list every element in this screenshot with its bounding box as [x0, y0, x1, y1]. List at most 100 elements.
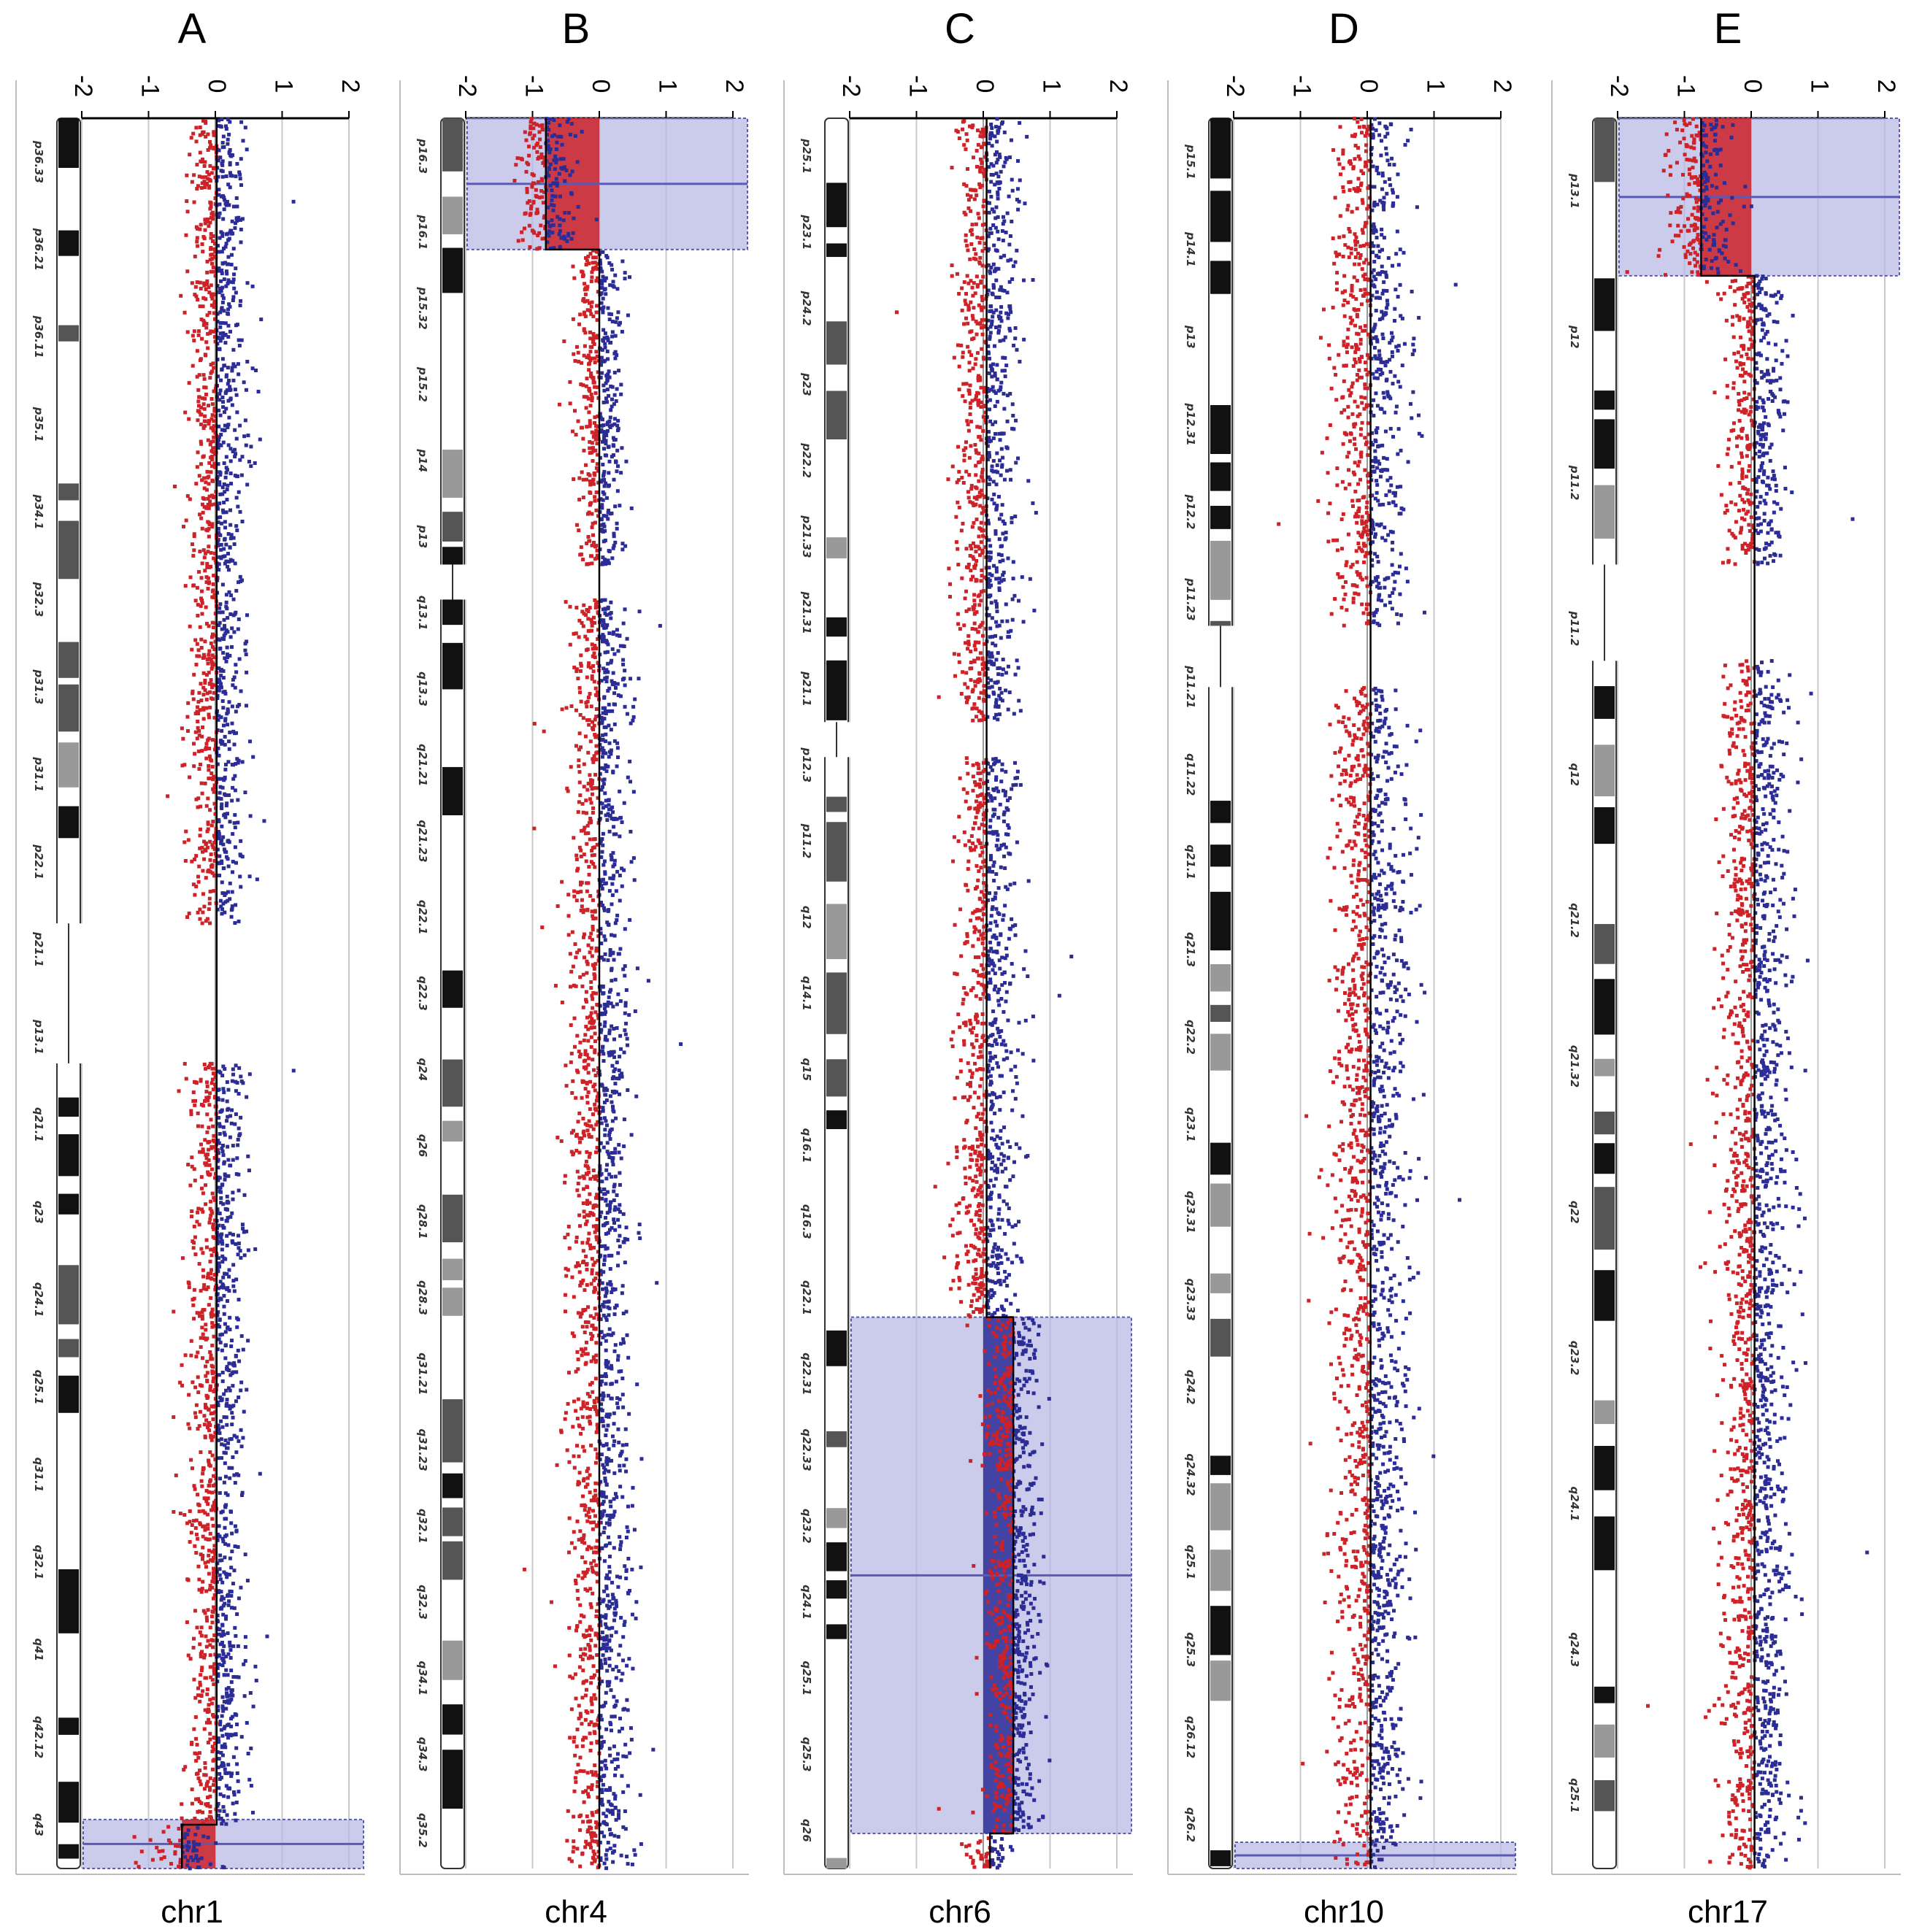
probe-point	[211, 1404, 215, 1409]
probe-point	[601, 383, 606, 388]
probe-point	[583, 825, 587, 830]
probe-point	[593, 1048, 597, 1052]
probe-point	[595, 462, 599, 466]
probe-point	[611, 1108, 615, 1112]
probe-point	[607, 829, 612, 834]
probe-point	[588, 503, 592, 507]
probe-point	[594, 1810, 599, 1814]
probe-point	[617, 323, 621, 327]
probe-point	[557, 232, 561, 236]
probe-point	[610, 1812, 615, 1816]
probe-point	[588, 1648, 592, 1652]
probe-point	[236, 627, 240, 631]
probe-point	[580, 1722, 584, 1726]
probe-point	[190, 1155, 194, 1160]
probe-point	[216, 1310, 220, 1315]
probe-point	[604, 1286, 608, 1290]
probe-point	[610, 933, 614, 937]
probe-point	[248, 814, 253, 818]
probe-point	[217, 442, 221, 447]
probe-point	[602, 388, 607, 393]
probe-point	[226, 723, 230, 727]
probe-point	[207, 712, 211, 717]
probe-point	[219, 1419, 223, 1423]
probe-point	[603, 1254, 607, 1258]
probe-point	[184, 518, 188, 523]
probe-point	[210, 685, 215, 690]
probe-point	[624, 1535, 629, 1539]
probe-point	[618, 504, 622, 508]
probe-point	[201, 1689, 205, 1693]
probe-point	[591, 837, 596, 842]
probe-point	[201, 1524, 205, 1528]
probe-point	[179, 293, 183, 298]
probe-point	[207, 1103, 212, 1107]
probe-point	[223, 1257, 228, 1261]
probe-point	[222, 1644, 226, 1648]
probe-point	[189, 136, 193, 140]
probe-point	[208, 858, 212, 862]
probe-point	[218, 602, 223, 607]
probe-point	[218, 1333, 223, 1337]
probe-point	[607, 1565, 612, 1569]
probe-point	[567, 1625, 572, 1630]
probe-point	[573, 134, 577, 138]
probe-point	[203, 681, 207, 685]
probe-point	[612, 1050, 616, 1054]
probe-point	[220, 161, 224, 166]
probe-point	[568, 132, 572, 136]
probe-point	[219, 839, 223, 844]
probe-point	[206, 502, 210, 507]
probe-point	[188, 1426, 192, 1431]
probe-point	[580, 129, 584, 134]
probe-point	[604, 1495, 608, 1499]
probe-point	[224, 1784, 228, 1788]
probe-point	[580, 1503, 584, 1507]
probe-point	[614, 1379, 618, 1384]
probe-point	[610, 1100, 614, 1104]
probe-point	[588, 301, 592, 305]
probe-point	[616, 1251, 620, 1255]
probe-point	[201, 725, 205, 729]
probe-point	[226, 1593, 231, 1597]
probe-point	[580, 1136, 584, 1141]
probe-point	[194, 294, 199, 299]
probe-point	[215, 312, 220, 316]
probe-point	[210, 1209, 214, 1213]
probe-point	[220, 306, 224, 310]
probe-point	[607, 1626, 612, 1631]
probe-point	[593, 420, 597, 425]
probe-point	[596, 480, 601, 485]
probe-point	[210, 458, 215, 462]
probe-point	[551, 208, 556, 212]
probe-point	[243, 1659, 247, 1663]
probe-point	[218, 1340, 223, 1344]
probe-point	[212, 889, 216, 893]
probe-point	[576, 1311, 580, 1315]
probe-point	[203, 396, 207, 401]
probe-point	[595, 1271, 599, 1276]
probe-point	[223, 1491, 228, 1496]
probe-point	[201, 685, 206, 690]
probe-point	[230, 763, 234, 767]
probe-point	[187, 1845, 191, 1850]
probe-point	[221, 1087, 226, 1091]
probe-point	[200, 1587, 204, 1591]
probe-point	[588, 404, 593, 408]
probe-point	[609, 312, 613, 317]
probe-point	[213, 446, 218, 450]
probe-point	[615, 464, 620, 469]
probe-point	[224, 1822, 228, 1826]
band-label: q21.1	[32, 1107, 45, 1142]
probe-point	[193, 1832, 198, 1836]
probe-point	[237, 1172, 241, 1177]
probe-point	[206, 177, 210, 181]
probe-point	[220, 1217, 224, 1221]
probe-point	[610, 1089, 615, 1093]
probe-point	[228, 171, 232, 175]
probe-point	[194, 1854, 199, 1858]
probe-point	[602, 1509, 607, 1513]
probe-point	[585, 1469, 589, 1474]
probe-point	[585, 1219, 589, 1223]
probe-point	[607, 1577, 611, 1581]
